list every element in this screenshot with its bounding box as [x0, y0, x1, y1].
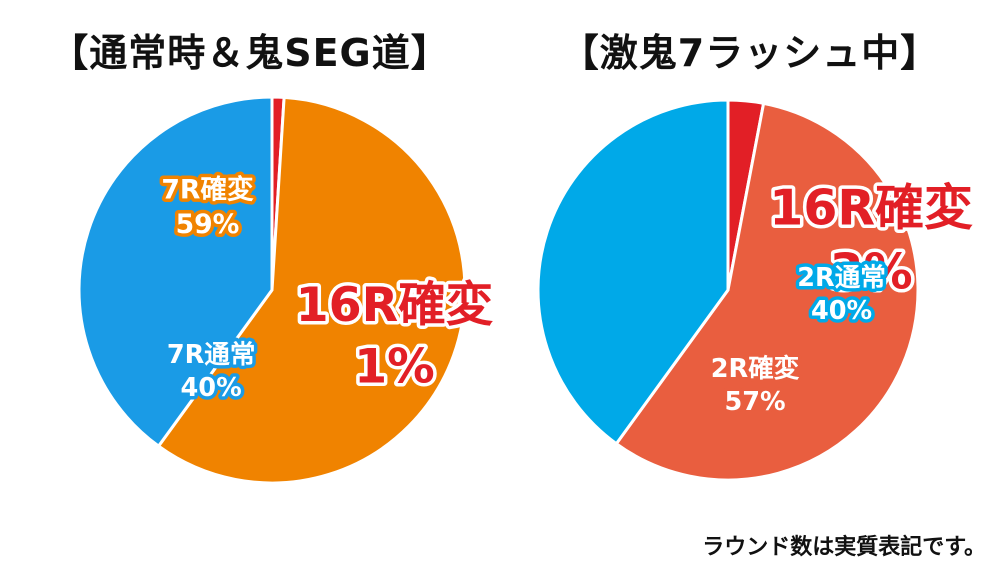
slice-percent: 1% — [354, 340, 435, 395]
slice-percent: 59% — [176, 209, 240, 240]
slice-percent: 40% — [181, 373, 242, 403]
slice-label: 7R通常 — [167, 340, 256, 370]
slice-label: 2R通常 — [797, 263, 886, 293]
pie-panel-gekioni: 【激鬼7ラッシュ中】 16R確変 3% 2R確変 57% 2R通常 40% — [500, 0, 1000, 577]
chart-title: 【激鬼7ラッシュ中】 — [560, 31, 940, 75]
slice-label: 16R確変 — [769, 180, 973, 237]
slice-label: 16R確変 — [296, 278, 494, 333]
pie-panel-normal: 【通常時＆鬼SEG道】 16R確変 1% 7R確変 59% 7R通常 40% — [50, 31, 494, 485]
slice-percent: 57% — [724, 387, 785, 417]
pie-slice — [77, 95, 274, 448]
chart-title: 【通常時＆鬼SEG道】 — [50, 31, 450, 75]
slice-percent: 40% — [811, 296, 872, 326]
pie-slice — [157, 95, 467, 485]
slice-label: 7R確変 — [161, 174, 254, 205]
footnote: ラウンド数は実質表記です。 — [702, 535, 986, 560]
slice-label: 2R確変 — [711, 354, 800, 384]
pie-slice — [536, 98, 730, 446]
slice-percent: 3% — [830, 243, 913, 300]
pie-slice — [614, 101, 920, 482]
